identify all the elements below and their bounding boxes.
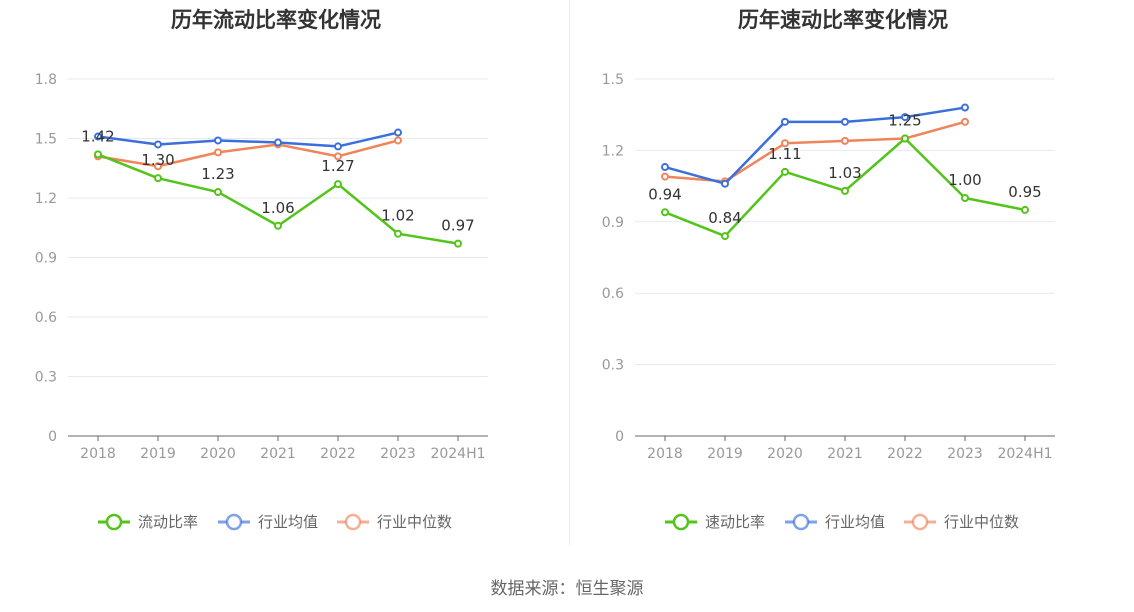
y-tick-label: 0 xyxy=(615,429,624,445)
data-point xyxy=(841,186,849,195)
data-point xyxy=(214,136,222,145)
series-line xyxy=(97,131,399,148)
series-line xyxy=(664,106,966,185)
data-point xyxy=(961,117,969,126)
quick-ratio-plot: 0 0.3 0.6 0.9 1.2 1.5 2018 2019 2020 2021 2022 2023… xyxy=(602,72,1055,531)
data-point xyxy=(961,103,969,112)
data-point xyxy=(661,172,669,181)
data-point xyxy=(661,208,669,217)
data-point xyxy=(1021,205,1029,214)
legend-label: 行业均值 xyxy=(258,513,318,531)
data-label: 0.95 xyxy=(1008,183,1041,201)
x-tick-label: 2019 xyxy=(140,446,176,462)
quick-ratio-chart: 历年速动比率变化情况 0 0.3 0.6 0.9 1.2 1.5 2018 2019 2020 2… xyxy=(567,0,1134,545)
y-tick-label: 0.6 xyxy=(35,310,57,326)
chart-title: 历年流动比率变化情况 xyxy=(171,8,381,32)
legend-marker xyxy=(672,513,690,531)
data-point xyxy=(154,140,162,149)
data-point xyxy=(94,150,102,159)
data-point xyxy=(721,179,729,188)
y-tick-label: 1.8 xyxy=(35,72,57,88)
x-tick-label: 2023 xyxy=(947,446,983,462)
data-label: 1.00 xyxy=(948,171,981,189)
data-point xyxy=(781,117,789,126)
legend-marker xyxy=(911,513,929,531)
panel-divider xyxy=(569,0,570,545)
y-tick-label: 0.9 xyxy=(602,215,624,231)
y-tick-label: 1.2 xyxy=(35,191,57,207)
y-tick-label: 1.2 xyxy=(602,143,624,159)
legend-label: 流动比率 xyxy=(138,513,198,531)
legend-marker xyxy=(792,513,810,531)
data-point xyxy=(214,148,222,157)
data-point xyxy=(274,221,282,230)
data-point xyxy=(394,136,402,145)
data-label: 1.03 xyxy=(828,164,861,182)
legend-marker xyxy=(225,513,243,531)
data-label: 1.42 xyxy=(81,127,114,145)
current-ratio-chart: 历年流动比率变化情况 0 0.3 0.6 0.9 1.2 1.5 1.8 2018 2019 20… xyxy=(0,0,567,545)
y-tick-label: 0.9 xyxy=(35,251,57,267)
x-tick-label: 2024H1 xyxy=(997,446,1052,462)
legend-marker xyxy=(344,513,362,531)
x-tick-label: 2018 xyxy=(647,446,683,462)
series-line xyxy=(664,120,966,183)
data-point xyxy=(94,132,102,141)
x-tick-label: 2020 xyxy=(767,446,803,462)
data-point xyxy=(781,167,789,176)
data-point xyxy=(274,138,282,147)
data-label: 1.25 xyxy=(888,112,921,130)
y-tick-label: 0.3 xyxy=(35,370,57,386)
data-point xyxy=(454,239,462,248)
x-tick-label: 2024H1 xyxy=(430,446,485,462)
y-tick-label: 0 xyxy=(48,429,57,445)
series-line xyxy=(97,139,399,168)
data-label: 1.30 xyxy=(141,151,174,169)
data-point xyxy=(841,117,849,126)
x-tick-label: 2021 xyxy=(827,446,863,462)
data-label: 1.02 xyxy=(381,207,414,225)
data-point xyxy=(334,180,342,189)
data-point xyxy=(721,232,729,241)
data-label: 1.27 xyxy=(321,157,354,175)
data-label: 0.97 xyxy=(441,217,474,235)
data-point xyxy=(154,174,162,183)
data-point xyxy=(214,188,222,197)
data-point xyxy=(334,142,342,151)
y-tick-label: 0.3 xyxy=(602,358,624,374)
data-label: 1.23 xyxy=(201,165,234,183)
y-tick-label: 0.6 xyxy=(602,286,624,302)
x-tick-label: 2019 xyxy=(707,446,743,462)
data-label: 1.06 xyxy=(261,199,294,217)
legend-label: 行业中位数 xyxy=(944,513,1019,531)
data-point xyxy=(154,162,162,171)
legend-label: 行业均值 xyxy=(825,513,885,531)
y-tick-label: 1.5 xyxy=(602,72,624,88)
data-point xyxy=(334,152,342,161)
data-point xyxy=(394,128,402,137)
x-tick-label: 2022 xyxy=(887,446,923,462)
data-point xyxy=(781,139,789,148)
data-label: 0.94 xyxy=(648,185,681,203)
chart-title: 历年速动比率变化情况 xyxy=(738,8,948,32)
x-tick-label: 2020 xyxy=(200,446,236,462)
data-label: 1.11 xyxy=(768,145,801,163)
data-point xyxy=(394,229,402,238)
y-tick-label: 1.5 xyxy=(35,132,57,148)
current-ratio-plot: 0 0.3 0.6 0.9 1.2 1.5 1.8 2018 2019 2020 2021 2022 2… xyxy=(35,72,488,531)
data-point xyxy=(661,163,669,172)
legend-label: 行业中位数 xyxy=(377,513,452,531)
x-tick-label: 2022 xyxy=(320,446,356,462)
data-source-note: 数据来源：恒生聚源 xyxy=(490,579,644,599)
data-point xyxy=(901,113,909,122)
x-tick-label: 2023 xyxy=(380,446,416,462)
data-point xyxy=(901,134,909,143)
data-point xyxy=(841,136,849,145)
data-point xyxy=(961,194,969,202)
x-tick-label: 2018 xyxy=(80,446,116,462)
legend-marker xyxy=(105,513,123,531)
x-tick-label: 2021 xyxy=(260,446,296,462)
legend-label: 速动比率 xyxy=(705,513,765,531)
data-label: 0.84 xyxy=(708,209,741,227)
